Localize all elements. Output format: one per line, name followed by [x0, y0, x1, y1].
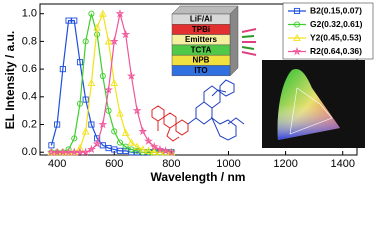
marker [132, 106, 142, 115]
marker [81, 147, 91, 156]
device-layer-label: ITO [194, 66, 207, 75]
series [48, 17, 175, 156]
device-layer-label: TPBi [192, 25, 210, 34]
marker [71, 17, 78, 24]
series [47, 9, 176, 156]
marker [116, 139, 124, 146]
y-tick-label: 0.4 [22, 91, 37, 103]
marker [76, 100, 84, 107]
marker [115, 9, 125, 18]
marker [99, 142, 106, 149]
y-tick-label: 0.8 [22, 35, 37, 47]
marker [105, 145, 112, 152]
marker [116, 109, 124, 117]
marker [150, 148, 159, 156]
marker [104, 85, 113, 94]
marker [127, 71, 136, 80]
y-axis-title: EL Intensity / a.u. [3, 31, 17, 129]
device-layer-label: Emitters [185, 35, 218, 44]
marker [144, 136, 153, 145]
legend-label: Y2(0.45,0.53) [310, 32, 362, 42]
marker [76, 144, 84, 152]
marker [76, 59, 84, 66]
marker [65, 17, 72, 24]
chart: Wavelength / nm EL Intensity / a.u. LiF/… [3, 2, 374, 184]
x-tick-label: 1000 [216, 158, 240, 170]
y-tick-label: 0.0 [22, 146, 37, 158]
marker [104, 37, 113, 45]
legend-label: R2(0.64,0.36) [310, 46, 362, 56]
x-axis-title: Wavelength / nm [151, 170, 246, 184]
marker [98, 119, 108, 129]
x-tick-label: 600 [105, 158, 123, 170]
legend-label: G2(0.32,0.61) [310, 19, 363, 29]
marker [121, 29, 131, 39]
marker [292, 46, 302, 56]
marker [155, 144, 165, 154]
marker [121, 128, 130, 136]
x-tick-label: 1400 [330, 158, 354, 170]
marker [81, 127, 90, 135]
marker [122, 143, 129, 150]
marker [134, 147, 141, 154]
marker [122, 147, 129, 154]
marker [166, 147, 176, 156]
marker [87, 144, 96, 154]
marker [99, 72, 106, 80]
marker [138, 145, 147, 153]
marker [161, 146, 171, 155]
marker [92, 139, 102, 148]
device-layer-label: LiF/Al [190, 15, 212, 24]
x-tick-label: 1200 [273, 158, 297, 170]
marker [116, 147, 124, 154]
device-layer-label: TCTA [191, 45, 212, 54]
marker [109, 36, 119, 46]
marker [105, 107, 112, 114]
marker [133, 142, 141, 150]
marker [293, 7, 301, 15]
y-tick-label: 1.0 [22, 8, 37, 20]
legend-label: B2(0.15,0.07) [310, 5, 362, 15]
marker [110, 78, 119, 87]
marker [88, 121, 95, 128]
cie-diagram [262, 60, 365, 148]
x-tick-label: 400 [48, 158, 66, 170]
line [51, 13, 172, 153]
marker [127, 138, 136, 146]
marker [54, 121, 61, 128]
marker [111, 146, 118, 153]
marker [87, 78, 96, 87]
marker [88, 10, 95, 17]
marker [111, 128, 118, 135]
device-layer-label: NPB [193, 56, 210, 65]
marker [293, 33, 301, 42]
marker [144, 146, 153, 154]
marker [93, 23, 101, 31]
marker [82, 96, 89, 103]
y-tick-label: 0.2 [22, 118, 37, 130]
x-tick-label: 800 [162, 158, 180, 170]
device-layer [171, 65, 231, 77]
marker [59, 66, 66, 73]
marker [98, 9, 107, 17]
legend [282, 2, 374, 60]
marker [149, 142, 159, 151]
y-tick-label: 0.6 [22, 63, 37, 75]
marker [138, 126, 148, 136]
molecule [151, 79, 245, 142]
marker [293, 21, 301, 28]
marker [71, 135, 78, 142]
marker [82, 38, 89, 45]
